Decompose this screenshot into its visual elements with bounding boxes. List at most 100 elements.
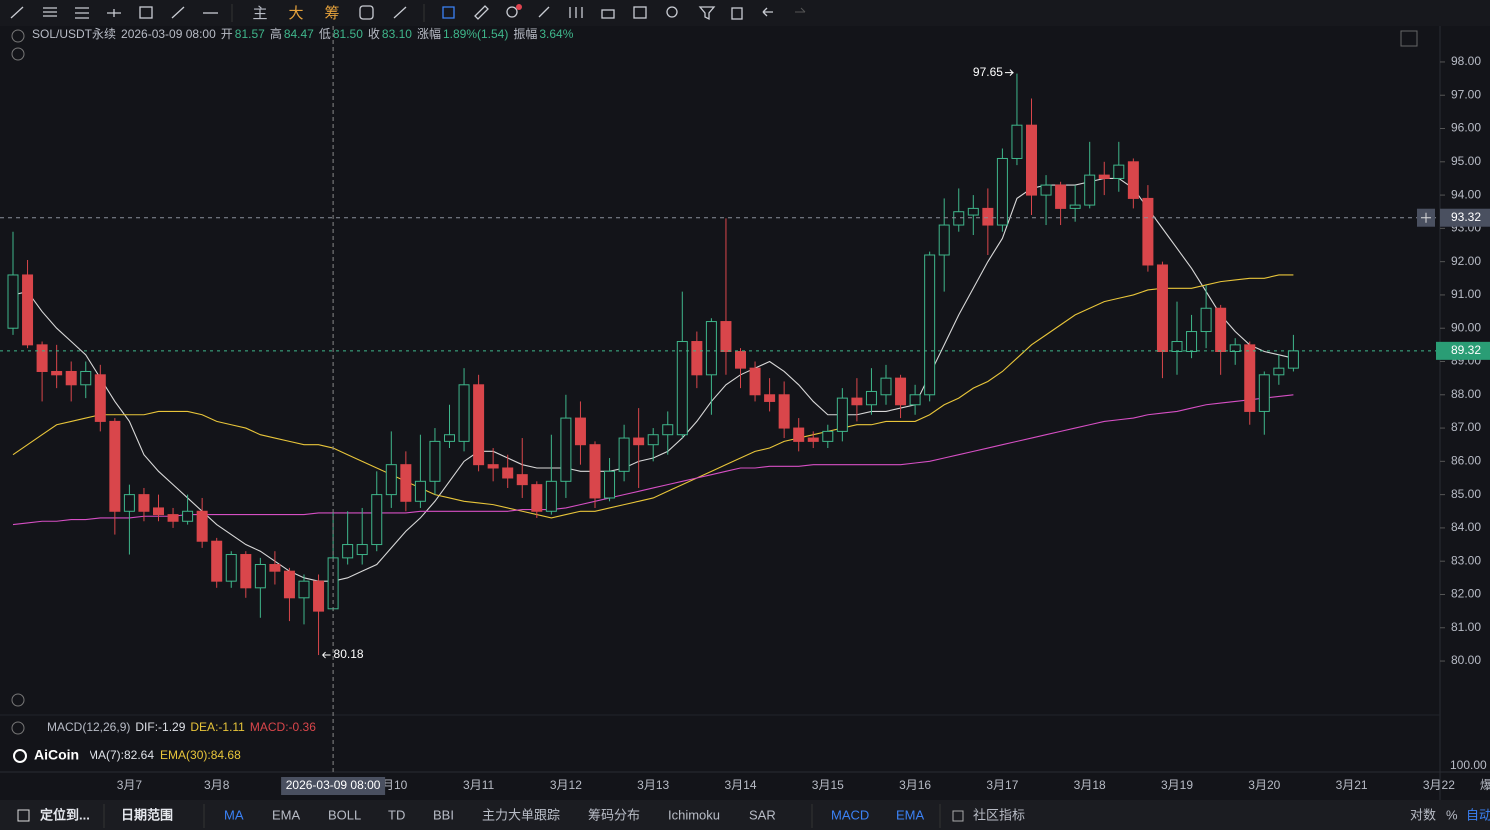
indicator-tab[interactable]: BOLL — [328, 807, 361, 822]
y-tick-label: 88.00 — [1451, 387, 1481, 401]
auto-toggle[interactable]: 自动 — [1466, 807, 1490, 822]
candle-body — [153, 507, 164, 516]
plus — [1421, 212, 1431, 223]
expand-icon[interactable] — [11, 47, 25, 61]
candle-body — [982, 207, 994, 226]
candle-body — [735, 351, 746, 369]
x-tick-label: 3月21 — [1336, 778, 1368, 792]
candle-body — [225, 554, 237, 582]
candle-body — [1215, 307, 1227, 353]
arrow — [322, 651, 331, 659]
candle-body — [836, 397, 848, 432]
y-tick-label: 81.00 — [1451, 620, 1481, 634]
last-price-label: 89.32 — [1451, 343, 1481, 357]
candle-body — [1142, 197, 1154, 266]
candle-body — [749, 367, 761, 396]
candle-body — [1011, 124, 1023, 159]
community-button[interactable]: 社区指标 — [973, 807, 1025, 822]
indicator-tab[interactable]: TD — [388, 807, 405, 822]
candle-body — [342, 544, 354, 559]
candle-body — [371, 494, 383, 546]
expand-icon[interactable] — [11, 693, 25, 707]
header-text: MACD(12,26,9) — [47, 720, 130, 734]
collapse-icon[interactable] — [11, 29, 25, 43]
date-range-button[interactable]: 日期范围 — [121, 807, 173, 822]
candle-body — [1127, 161, 1139, 199]
candle-body — [502, 467, 514, 479]
sub-indicator-tab[interactable]: MACD — [831, 807, 869, 822]
header-text: SOL/USDT永续 — [32, 27, 116, 41]
candle-body — [996, 157, 1008, 226]
y-tick-label: 97.00 — [1451, 87, 1481, 101]
candle-body — [7, 274, 19, 329]
candle-body — [618, 437, 630, 472]
header-text: 涨幅 — [417, 26, 441, 41]
header-text: 2026-03-09 08:00 — [121, 27, 216, 41]
candle-body — [356, 544, 368, 556]
x-tick-label: 3月18 — [1074, 778, 1106, 792]
candle-body — [705, 321, 717, 376]
indicator-tab[interactable]: SAR — [749, 807, 776, 822]
candle-body — [196, 510, 208, 542]
x-tick-label: 3月17 — [986, 778, 1018, 792]
candle-body — [880, 377, 892, 396]
y-tick-label: 94.00 — [1451, 187, 1481, 201]
price-line-label: 93.32 — [1451, 210, 1481, 224]
sub-indicator-tab[interactable]: EMA — [896, 807, 925, 822]
indicator-tab[interactable]: BBI — [433, 807, 454, 822]
percent-toggle[interactable]: % — [1446, 807, 1458, 822]
indicator-tab[interactable]: 筹码分布 — [588, 807, 640, 822]
candle-body — [1171, 341, 1183, 353]
header-text: EMA(30):84.68 — [160, 748, 241, 762]
candle-body — [1200, 307, 1212, 333]
header-text: DIF:-1.29 — [135, 720, 185, 734]
candle-body — [545, 480, 557, 512]
candle-body — [487, 464, 499, 469]
indicator-tab[interactable]: 主力大单跟踪 — [482, 807, 560, 822]
main-chart-button[interactable]: 主 — [252, 5, 267, 22]
x-tick-label: 3月19 — [1161, 778, 1193, 792]
header-text: 收 — [368, 27, 380, 41]
header-text: DEA:-1.11 — [190, 720, 245, 734]
x-tick-label: 3月14 — [724, 778, 756, 792]
candle-body — [1040, 184, 1052, 196]
big-order-button[interactable]: 大 — [288, 5, 303, 22]
indicator-tab[interactable]: Ichimoku — [668, 807, 720, 822]
indicator-tab[interactable]: EMA — [272, 807, 301, 822]
y-tick-label: 90.00 — [1451, 320, 1481, 334]
toolbar-icons[interactable] — [10, 4, 806, 22]
indicator-tab[interactable]: MA — [224, 807, 244, 822]
candle-body — [851, 397, 863, 406]
candle-body — [1026, 124, 1037, 196]
collapse-icon[interactable] — [11, 721, 25, 735]
y-tick-label: 84.00 — [1451, 520, 1481, 534]
candle-body — [65, 370, 77, 386]
chips-button[interactable]: 筹 — [324, 5, 339, 22]
fullscreen-icon[interactable] — [1400, 30, 1418, 47]
header-text: 83.10 — [382, 27, 412, 41]
candle-body — [22, 274, 34, 346]
y-tick-label: 86.00 — [1451, 454, 1481, 468]
x-edge-label: 爆 — [1480, 778, 1490, 792]
candle-body — [1055, 184, 1067, 209]
candle-body — [662, 424, 674, 436]
locate-button[interactable]: 定位到... — [39, 807, 90, 822]
x-tick-label: 3月11 — [463, 778, 494, 792]
candle-body — [283, 570, 295, 599]
candle-body — [1287, 350, 1299, 369]
y-tick-label: 82.00 — [1451, 587, 1481, 601]
bottom-bar — [0, 800, 1490, 830]
logo: AiCoin — [34, 747, 79, 763]
x-tick-label: 3月12 — [550, 778, 582, 792]
log-toggle[interactable]: 对数 — [1410, 807, 1436, 822]
y-tick-label: 95.00 — [1451, 154, 1481, 168]
header-text: 3.64% — [539, 27, 573, 41]
indicator-line — [12, 394, 1294, 526]
last-price-box — [1436, 341, 1490, 360]
candle-body — [400, 464, 412, 502]
indicator-line — [12, 274, 1294, 519]
x-tick-label: 3月15 — [812, 778, 844, 792]
candle-body — [109, 420, 121, 512]
x-tick-label: 3月13 — [637, 778, 669, 792]
header-text: MACD:-0.36 — [250, 720, 316, 734]
